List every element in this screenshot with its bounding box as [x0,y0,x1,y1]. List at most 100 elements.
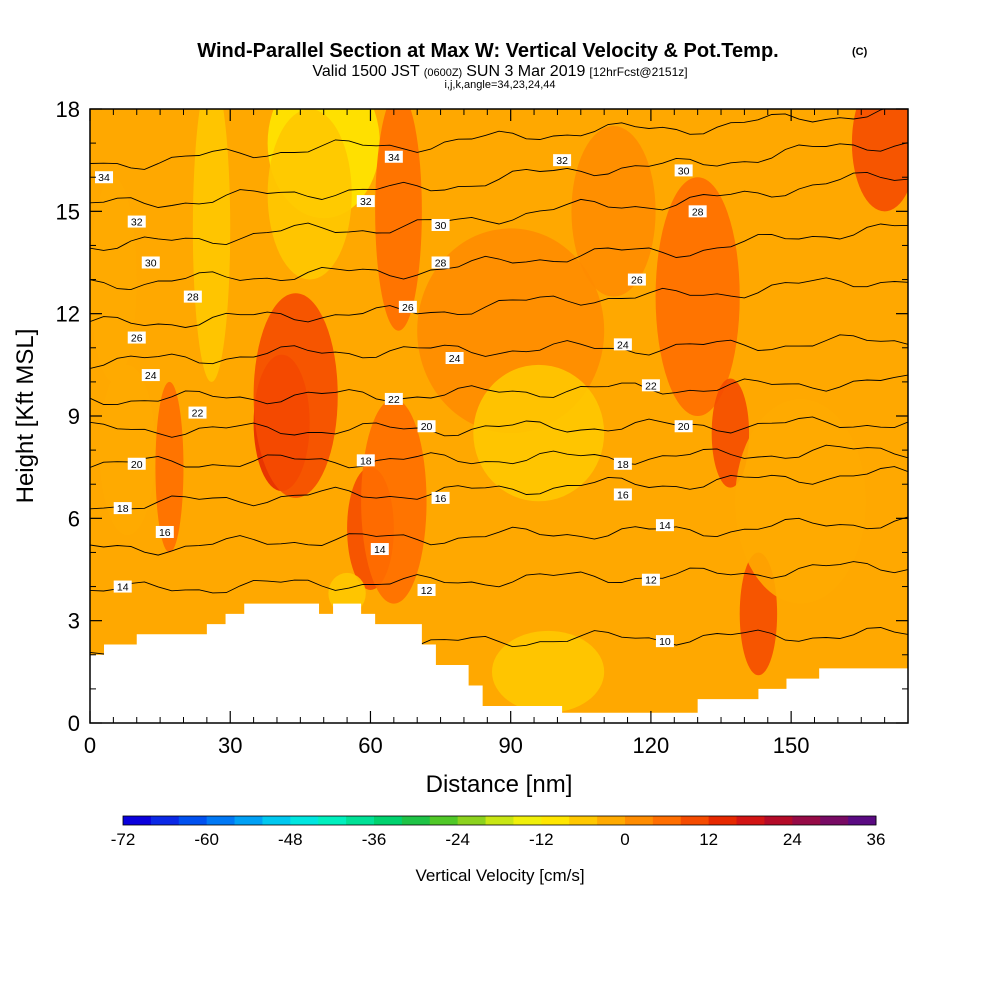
contour-label: 26 [627,273,646,287]
colorbar-tick-label: -24 [445,830,470,849]
contour-label: 24 [613,338,632,351]
x-tick-label: 60 [358,733,382,758]
colorbar-swatch [652,816,682,825]
colorbar-swatch [625,816,654,825]
y-tick-label: 12 [56,302,80,327]
w-region-5 [253,293,338,498]
colorbar-tick-label: -60 [194,830,219,849]
colorbar-swatch [764,816,793,825]
theta-contour-18 [90,444,908,469]
chart-subtitle: Valid 1500 JST (0600Z) SUN 3 Mar 2019 [12hr… [312,63,687,80]
w-region-1 [267,109,352,280]
colorbar-swatch [429,816,459,825]
contour-label-text: 22 [388,394,400,406]
contour-label: 12 [417,583,436,597]
contour-label-text: 20 [421,421,433,433]
colorbar-swatch [569,816,598,825]
x-tick-label: 90 [498,733,522,758]
contour-label-text: 18 [617,459,629,471]
theta-contour-24 [90,334,908,369]
contour-label: 32 [356,195,375,208]
contour-label: 14 [113,580,132,594]
colorbar-swatch [597,816,626,825]
contour-label-text: 34 [98,172,110,184]
contour-label-text: 16 [159,527,171,539]
contour-label: 32 [553,154,572,167]
x-tick-label: 120 [633,733,670,758]
contour-label-text: 30 [435,220,447,232]
plot-area: 34 32 30 28 26 24 22 20 18 16 14 34 32 30 28 26 24 22 20 18… [90,109,908,723]
contour-label: 26 [398,300,417,314]
contour-label: 18 [613,457,632,471]
contour-label-text: 12 [645,575,657,587]
copyright-mark: (C) [852,46,868,58]
contour-label: 12 [641,573,660,587]
y-tick-label: 15 [56,199,80,224]
contour-label-text: 32 [556,155,568,167]
colorbar-swatch [150,816,180,825]
w-region-15 [491,630,605,713]
colorbar-swatch [541,816,570,825]
x-axis-label: Distance [nm] [426,771,573,798]
contour-label: 10 [655,635,674,648]
contour-label: 24 [141,369,160,382]
contour-label-text: 24 [449,353,461,365]
contour-label: 32 [127,215,146,229]
colorbar-swatch [680,816,710,825]
contour-label: 34 [384,150,403,164]
contour-label: 18 [356,454,375,467]
colorbar-swatch [206,816,236,825]
theta-contour-14 [90,516,908,556]
colorbar-swatch [485,816,514,825]
contour-label: 28 [183,290,202,304]
contour-label-text: 32 [131,217,143,229]
contour-label-text: 14 [659,520,671,532]
colorbar-swatch [123,816,152,825]
w-region-7 [361,398,427,604]
colorbar-swatch [290,816,319,825]
contour-label: 28 [431,256,450,270]
colorbar-swatch [513,816,542,825]
potential-temperature-contours [90,109,908,659]
theta-contour-16 [90,466,908,510]
subtitle-prefix: Valid 1500 JST [312,63,420,80]
colorbar-swatch [820,816,849,825]
contour-label: 20 [674,420,693,433]
colorbar-swatch [401,816,431,825]
theta-contour-20 [90,416,908,438]
contour-label-text: 28 [435,258,447,270]
contour-label-text: 20 [678,421,690,433]
contour-label-text: 18 [117,503,129,515]
subtitle-forecast: [12hrFcst@2151z] [589,65,687,79]
theta-contour-32 [90,142,908,208]
colorbar-tick-label: 12 [699,830,718,849]
w-region-8 [155,381,184,553]
contour-label-text: 24 [145,370,157,382]
contour-label: 18 [113,502,132,515]
colorbar-swatch [346,816,375,825]
contour-label: 26 [127,331,146,345]
y-tick-label: 6 [68,506,80,531]
w-region-20 [571,126,656,297]
colorbar-tick-label: 24 [783,830,802,849]
contour-label-text: 22 [645,380,657,392]
y-tick-label: 0 [68,711,80,736]
contour-label: 14 [655,519,674,532]
colorbar-swatch [457,816,487,825]
colorbar-tick-label: 0 [620,830,629,849]
contour-label: 16 [431,491,450,505]
contour-label: 22 [188,406,207,420]
x-tick-label: 30 [218,733,242,758]
y-tick-label: 9 [68,404,80,429]
contour-label-text: 34 [388,152,400,164]
contour-label-text: 32 [360,196,372,208]
y-tick-label: 18 [56,97,80,122]
x-tick-label: 150 [773,733,810,758]
contour-label-text: 12 [421,585,433,597]
x-axis: 0 30 60 90 120 150 [84,109,886,758]
contour-label-text: 18 [360,455,372,467]
colorbar-label: Vertical Velocity [cm/s] [415,866,584,885]
contour-label-text: 26 [402,302,414,314]
contour-label: 14 [370,543,389,556]
